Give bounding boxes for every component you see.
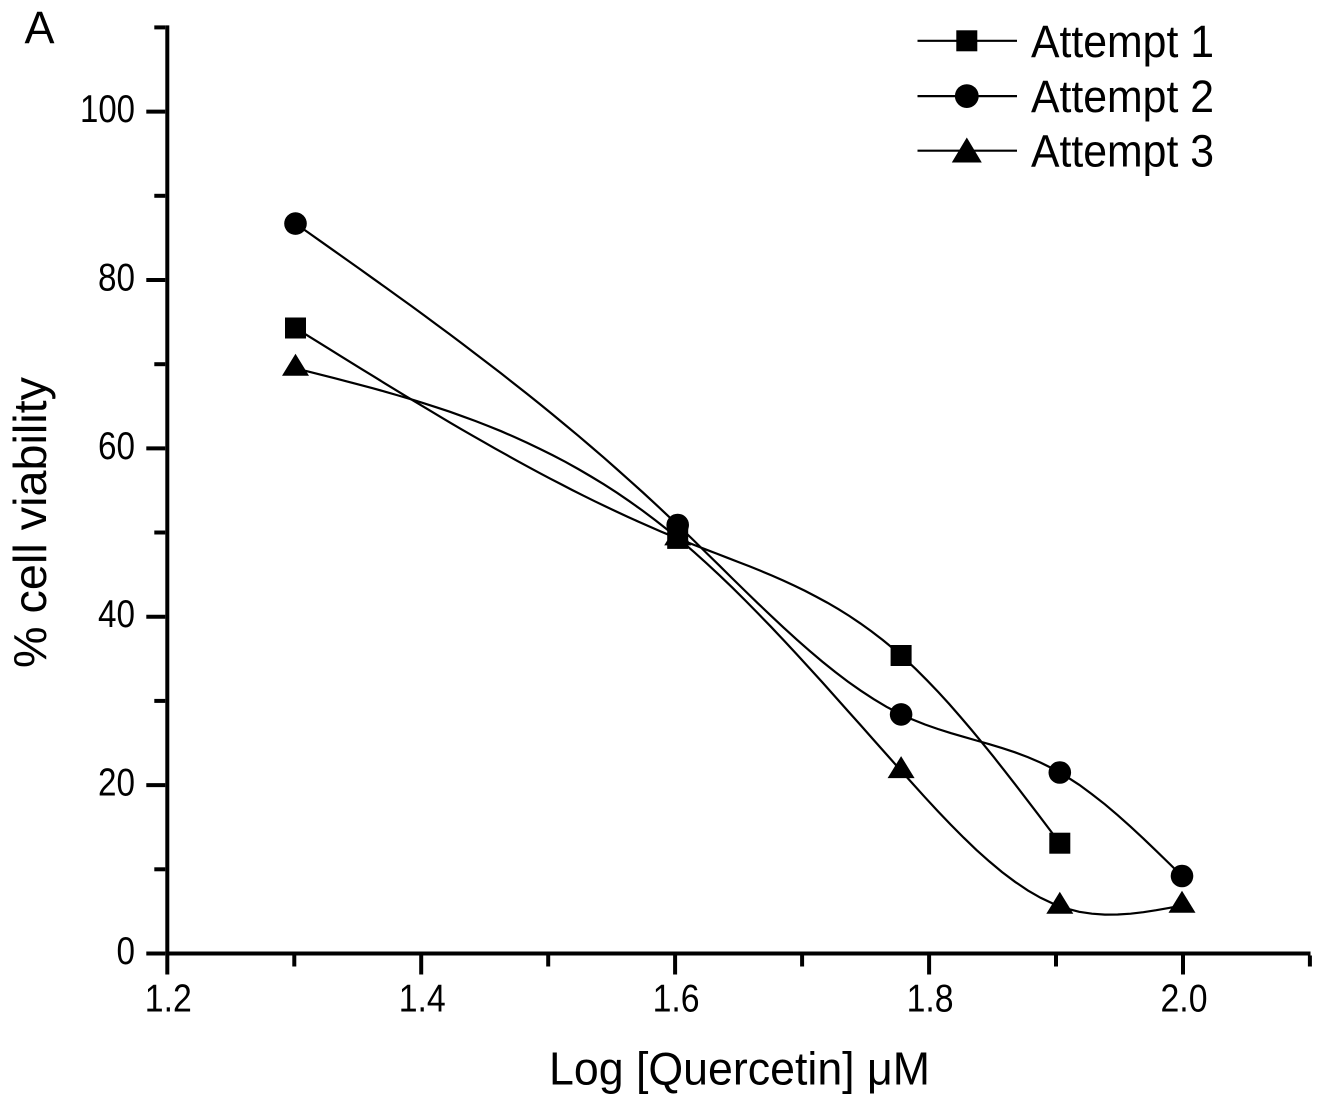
svg-text:% cell viability: % cell viability <box>4 377 56 668</box>
svg-text:80: 80 <box>98 257 135 300</box>
svg-text:2.0: 2.0 <box>1161 978 1208 1021</box>
svg-text:40: 40 <box>98 593 135 636</box>
svg-text:Attempt 3: Attempt 3 <box>1031 126 1214 177</box>
svg-text:1.8: 1.8 <box>907 978 954 1021</box>
svg-text:1.6: 1.6 <box>653 978 700 1021</box>
svg-text:A: A <box>25 2 55 53</box>
svg-text:Attempt 2: Attempt 2 <box>1031 71 1214 122</box>
svg-text:0: 0 <box>117 930 136 973</box>
svg-text:20: 20 <box>98 762 135 805</box>
svg-text:Log [Quercetin] μM: Log [Quercetin] μM <box>549 1043 930 1095</box>
svg-text:100: 100 <box>80 88 135 131</box>
svg-text:1.2: 1.2 <box>145 978 192 1021</box>
svg-text:Attempt 1: Attempt 1 <box>1031 16 1214 67</box>
svg-text:1.4: 1.4 <box>399 978 446 1021</box>
svg-text:60: 60 <box>98 425 135 468</box>
